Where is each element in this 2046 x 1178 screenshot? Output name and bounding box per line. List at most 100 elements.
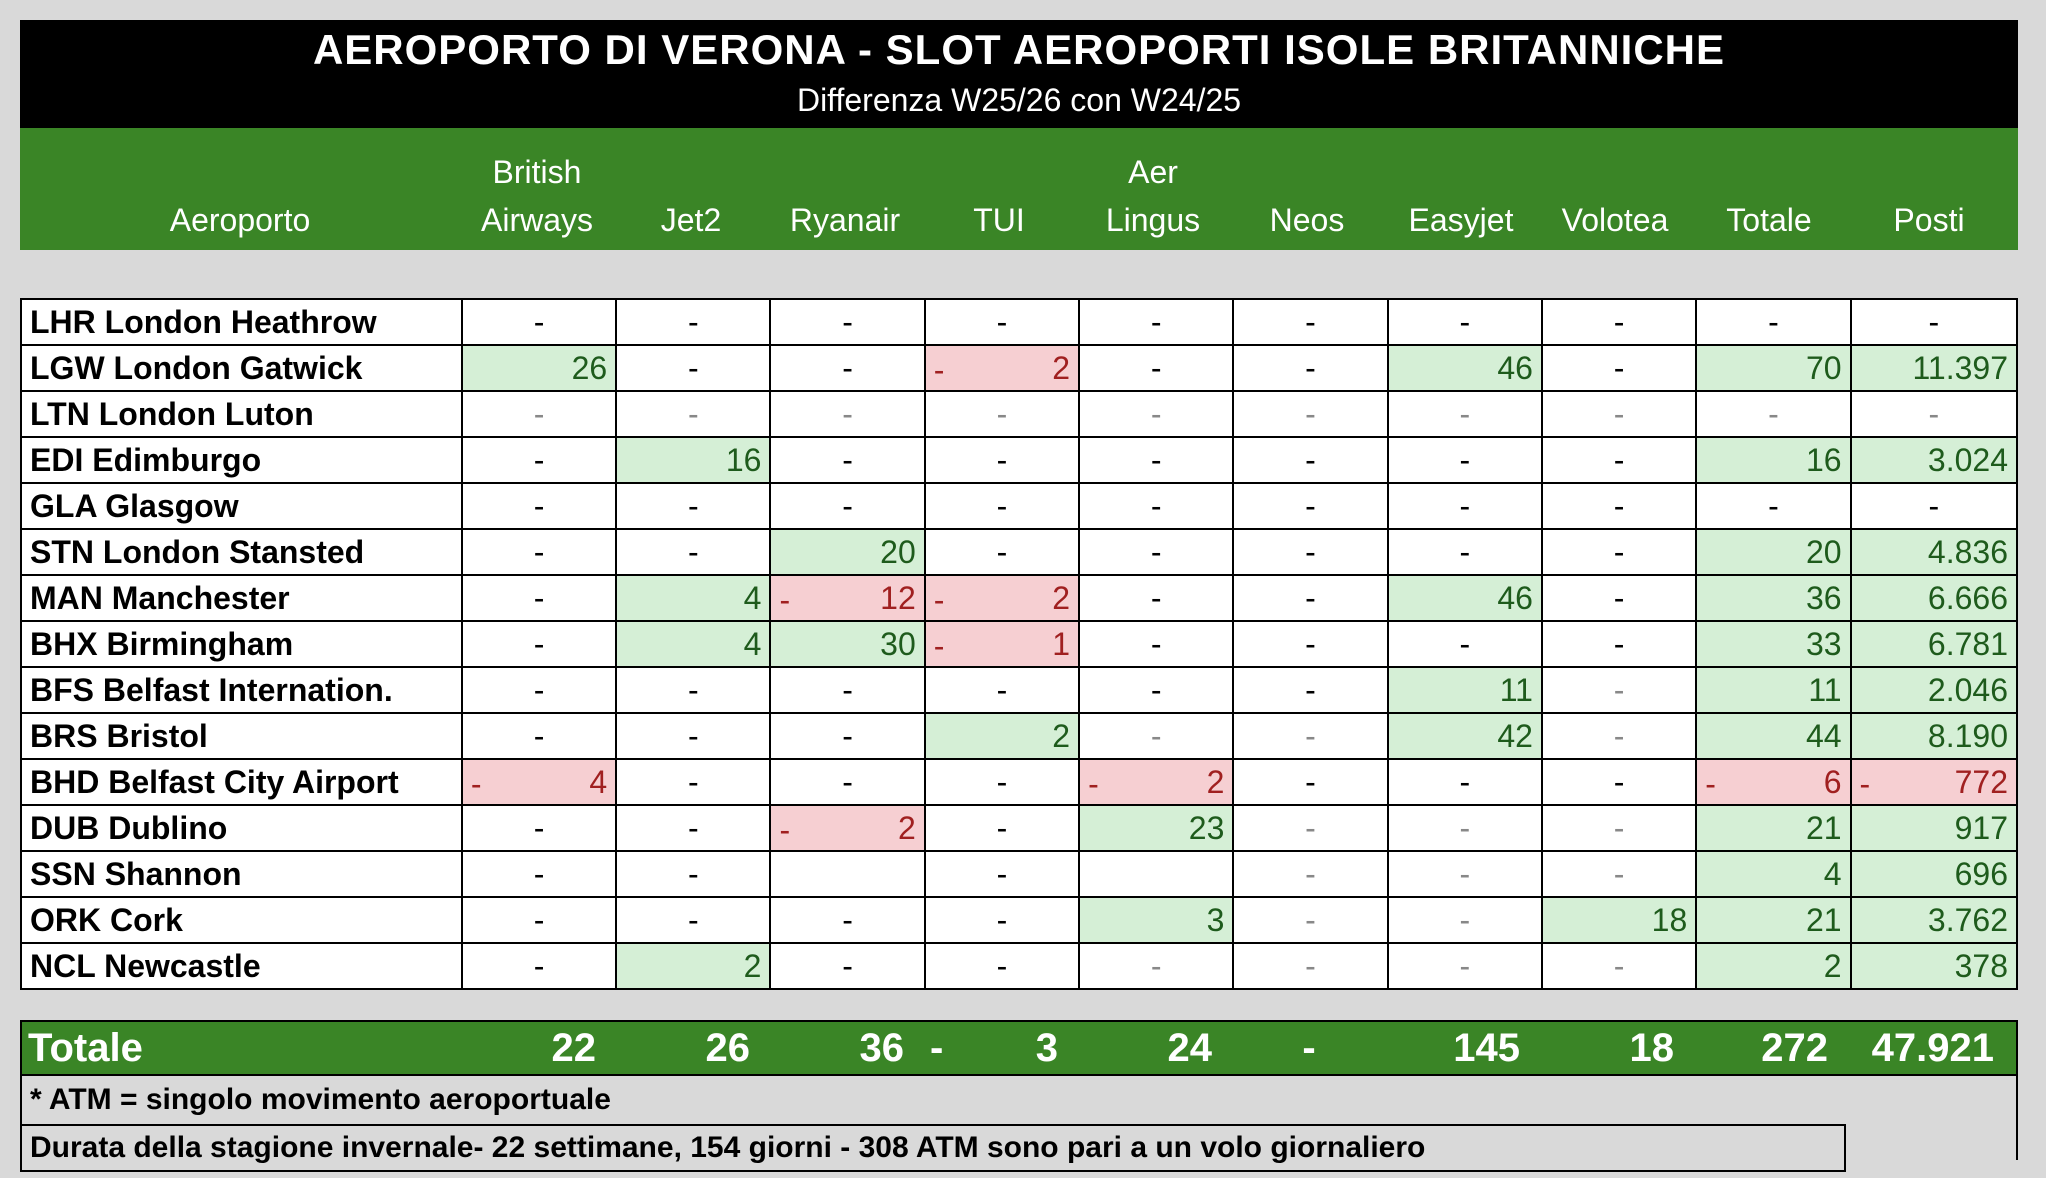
airport-name: BHD Belfast City Airport bbox=[20, 758, 463, 806]
dash-cell: - bbox=[1078, 436, 1235, 484]
header-line-1: British bbox=[492, 154, 582, 190]
value-cell-positive: 4.836 bbox=[1849, 528, 2019, 576]
cell-value: 20 bbox=[880, 533, 916, 570]
table-row: LHR London Heathrow - - - - - - - - - - bbox=[20, 298, 2019, 346]
cell-value: 11 bbox=[1499, 671, 1533, 708]
total-value: 272 bbox=[1761, 1026, 1828, 1070]
value-cell-positive: 2 bbox=[1695, 942, 1852, 990]
cell-value: 4.836 bbox=[1927, 533, 2008, 570]
table-row: NCL Newcastle -2- - - - - -2 378 bbox=[20, 942, 2019, 990]
dash-cell: - bbox=[460, 804, 618, 852]
value-cell-positive: 4 bbox=[1695, 850, 1852, 898]
value-cell-negative: - 12 bbox=[769, 574, 926, 622]
header-line-2: Neos bbox=[1269, 202, 1345, 238]
dash-cell: - bbox=[923, 436, 1081, 484]
dash-cell: - bbox=[1232, 482, 1389, 530]
dash-cell: - bbox=[923, 758, 1081, 806]
total-value: 145 bbox=[1453, 1026, 1520, 1070]
dash-cell: - bbox=[923, 390, 1081, 438]
dash-cell: - bbox=[460, 896, 618, 944]
total-value: - bbox=[1302, 1026, 1316, 1070]
column-header-totale: Totale bbox=[1692, 128, 1846, 250]
total-value: 36 bbox=[859, 1026, 905, 1070]
value-cell-positive: 20 bbox=[1695, 528, 1852, 576]
negative-sign: - bbox=[933, 352, 945, 388]
header-line-2: Airways bbox=[480, 202, 593, 238]
value-cell-positive: 11 bbox=[1695, 666, 1852, 714]
slot-report-sheet: AEROPORTO DI VERONA - SLOT AEROPORTI ISO… bbox=[20, 20, 2019, 1172]
dash-cell: - bbox=[923, 298, 1081, 346]
cell-value: 2 bbox=[1052, 717, 1071, 754]
value-cell-positive: 23 bbox=[1078, 804, 1235, 852]
value-cell-positive: 696 bbox=[1849, 850, 2019, 898]
cell-value: 4 bbox=[743, 625, 762, 662]
airport-name: DUB Dublino bbox=[20, 804, 463, 852]
dash-cell: - bbox=[1540, 712, 1698, 760]
report-title: AEROPORTO DI VERONA - SLOT AEROPORTI ISO… bbox=[312, 26, 1726, 73]
column-header-neos: Neos bbox=[1230, 128, 1384, 250]
value-cell-positive: 44 bbox=[1695, 712, 1852, 760]
dash-cell: - bbox=[1540, 620, 1698, 668]
dash-cell: - bbox=[615, 390, 772, 438]
dash-cell: - bbox=[923, 804, 1081, 852]
value-cell-positive: 18 bbox=[1540, 896, 1698, 944]
value-cell-positive: 20 bbox=[769, 528, 926, 576]
table-row: LGW London Gatwick 26- - -2- -46-70 11.397 bbox=[20, 344, 2019, 392]
total-value: 24 bbox=[1167, 1026, 1213, 1070]
table-row: SSN Shannon - - - - - -4 696 bbox=[20, 850, 2019, 898]
value-cell-positive: 3.024 bbox=[1849, 436, 2019, 484]
airport-name: MAN Manchester bbox=[20, 574, 463, 622]
dash-cell: - bbox=[1695, 390, 1852, 438]
airport-name: STN London Stansted bbox=[20, 528, 463, 576]
dash-cell: - bbox=[615, 482, 772, 530]
dash-cell: - bbox=[615, 298, 772, 346]
dash-cell: - bbox=[1540, 528, 1698, 576]
dash-cell: - bbox=[460, 850, 618, 898]
cell-value: 2 bbox=[897, 809, 916, 846]
cell-value: 772 bbox=[1954, 763, 2008, 800]
value-cell-positive: 26 bbox=[460, 344, 618, 392]
dash-cell: - bbox=[1232, 436, 1389, 484]
header-line-2: Easyjet bbox=[1408, 202, 1514, 238]
dash-cell: - bbox=[1386, 804, 1543, 852]
value-cell-positive: 3 bbox=[1078, 896, 1235, 944]
total-value: 18 bbox=[1629, 1026, 1675, 1070]
value-cell-positive: 11 bbox=[1386, 666, 1543, 714]
dash-cell: - bbox=[1232, 574, 1389, 622]
header-line-2: Posti bbox=[1893, 202, 1965, 238]
dash-cell: - bbox=[615, 344, 772, 392]
dash-cell: - bbox=[769, 344, 926, 392]
atm-note: * ATM = singolo movimento aeroportuale bbox=[20, 1076, 2018, 1124]
dash-cell: - bbox=[615, 666, 772, 714]
column-header-row: Aeroporto British Airways Jet2 Ryanair TUI Aer… bbox=[20, 128, 2018, 250]
airport-name: LGW London Gatwick bbox=[20, 344, 463, 392]
dash-cell: - bbox=[1078, 344, 1235, 392]
dash-cell: - bbox=[615, 896, 772, 944]
cell-value: 20 bbox=[1805, 533, 1842, 570]
total-value: 26 bbox=[705, 1026, 751, 1070]
header-line-2: Totale bbox=[1726, 202, 1812, 238]
cell-value: 11.397 bbox=[1912, 349, 2009, 386]
dash-cell: - bbox=[615, 758, 772, 806]
dash-cell: - bbox=[1386, 942, 1543, 990]
cell-value: 46 bbox=[1497, 579, 1533, 616]
value-cell-negative: -1 bbox=[923, 620, 1081, 668]
value-cell-positive: 33 bbox=[1695, 620, 1852, 668]
dash-cell: - bbox=[1849, 298, 2019, 346]
dash-cell: - bbox=[769, 712, 926, 760]
dash-cell: - bbox=[923, 942, 1081, 990]
dash-cell: - bbox=[615, 850, 772, 898]
dash-cell: - bbox=[460, 482, 618, 530]
slot-table: LHR London Heathrow - - - - - - - - - - LGW London … bbox=[20, 298, 2019, 990]
cell-value: 6.781 bbox=[1927, 625, 2008, 662]
dash-cell: - bbox=[769, 298, 926, 346]
negative-sign: - bbox=[1088, 766, 1099, 802]
column-header-volotea: Volotea bbox=[1538, 128, 1692, 250]
dash-cell: - bbox=[1078, 942, 1235, 990]
cell-value: 696 bbox=[1954, 855, 2008, 892]
dash-cell: - bbox=[460, 620, 618, 668]
dash-cell: - bbox=[1078, 298, 1235, 346]
value-cell-positive: 46 bbox=[1386, 574, 1543, 622]
dash-cell: - bbox=[1386, 390, 1543, 438]
cell-value: 2 bbox=[1823, 947, 1842, 984]
